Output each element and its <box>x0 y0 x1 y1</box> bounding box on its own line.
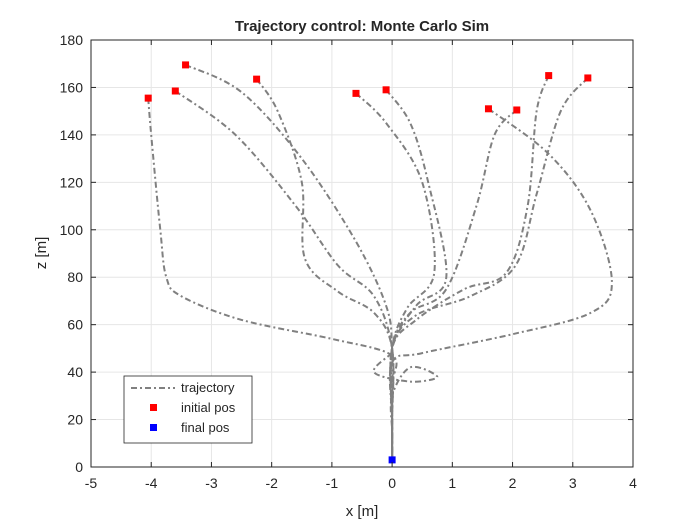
trajectory-line <box>372 352 439 460</box>
plot-frame <box>90 39 634 468</box>
initial-pos-marker <box>584 74 592 82</box>
y-tick-label: 140 <box>60 127 84 143</box>
initial-pos-marker <box>484 105 492 113</box>
legend: trajectory initial pos final pos <box>123 375 253 444</box>
x-axis-ticks: -5 -4 -3 -2 -1 0 1 2 3 4 <box>85 40 637 491</box>
initial-pos-marker <box>182 61 190 69</box>
y-axis-ticks: 0 20 40 60 80 100 120 140 160 180 <box>60 32 633 475</box>
x-tick-label: -1 <box>326 475 339 491</box>
x-tick-label: -2 <box>265 475 278 491</box>
trajectory-line <box>385 89 448 460</box>
grid-lines <box>90 39 634 468</box>
x-axis-label: x [m] <box>346 503 379 520</box>
chart-title: Trajectory control: Monte Carlo Sim <box>235 18 489 35</box>
y-tick-label: 120 <box>60 174 84 190</box>
y-tick-label: 0 <box>75 459 83 475</box>
y-axis-label: z [m] <box>33 237 50 270</box>
initial-pos-marker <box>144 94 152 102</box>
legend-initial-label: initial pos <box>181 400 236 415</box>
initial-pos-marker <box>513 106 521 114</box>
trajectory-line <box>255 78 395 460</box>
initial-pos-marker <box>352 89 360 97</box>
legend-trajectory-label: trajectory <box>181 380 235 395</box>
x-tick-label: 4 <box>629 475 637 491</box>
initial-pos-marker <box>253 75 261 83</box>
y-tick-label: 40 <box>67 364 83 380</box>
x-tick-label: -3 <box>205 475 218 491</box>
x-tick-label: -4 <box>145 475 158 491</box>
legend-initial-swatch <box>150 404 157 411</box>
position-markers <box>144 61 592 464</box>
y-tick-label: 60 <box>67 317 83 333</box>
initial-pos-marker <box>545 72 553 80</box>
y-tick-label: 20 <box>67 412 83 428</box>
x-tick-label: 2 <box>509 475 517 491</box>
trajectory-line <box>389 109 518 460</box>
trajectory-series <box>147 63 613 460</box>
trajectory-line <box>174 90 395 460</box>
initial-pos-marker <box>171 87 179 95</box>
y-tick-label: 160 <box>60 79 84 95</box>
y-tick-label: 100 <box>60 222 84 238</box>
legend-final-label: final pos <box>181 420 230 435</box>
x-tick-label: 1 <box>448 475 456 491</box>
final-pos-marker <box>388 456 396 464</box>
x-tick-label: -5 <box>85 475 98 491</box>
y-tick-label: 180 <box>60 32 84 48</box>
x-tick-label: 0 <box>388 475 396 491</box>
legend-final-swatch <box>150 424 157 431</box>
x-tick-label: 3 <box>569 475 577 491</box>
y-tick-label: 80 <box>67 269 83 285</box>
initial-pos-marker <box>382 86 390 94</box>
